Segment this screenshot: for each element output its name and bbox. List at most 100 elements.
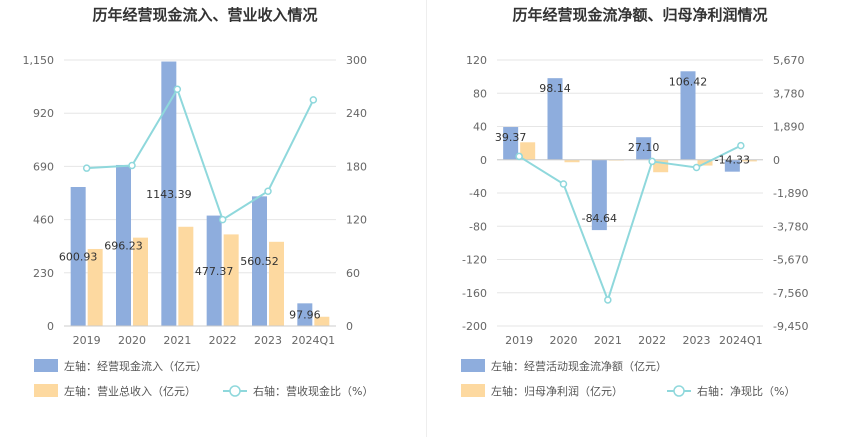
legend-swatch [461,359,485,372]
bar-primary [297,303,313,326]
ratio-point [648,157,656,166]
bar-data-label: 696.23 [104,239,143,252]
right-axis-tick-label: -5,670 [773,254,808,267]
bar-primary [70,187,86,326]
left-axis-tick-label: 0 [47,320,54,333]
x-axis-tick-label: 2019 [73,334,101,347]
right-axis-tick-label: 1,890 [773,121,805,134]
right-axis-tick-label: -7,560 [773,287,808,300]
bar-primary [724,159,740,172]
bar-data-label: 98.14 [539,82,571,95]
right-axis-tick-label: 120 [346,214,367,227]
x-axis-tick-label: 2024Q1 [719,334,763,347]
ratio-point [692,163,701,172]
left-axis-tick-label: 460 [33,214,54,227]
x-axis-tick-label: 2020 [550,334,578,347]
bar-secondary [269,241,284,326]
right-axis-tick-label: 0 [346,320,353,333]
right-axis-tick-label: -1,890 [773,187,808,200]
bar-data-label: 1143.39 [146,188,192,201]
right-axis-tick-label: 180 [346,160,367,173]
chart-title: 历年经营现金流入、营业收入情况 [92,6,317,24]
x-axis-tick-label: 2023 [254,334,282,347]
right-axis-tick-label: -3,780 [773,220,808,233]
left-axis-tick-label: -160 [462,287,487,300]
legend-line-marker [229,385,241,397]
left-axis-tick-label: -120 [462,254,487,267]
bar-primary [161,61,177,326]
bar-secondary [223,234,239,326]
legend-swatch [461,384,485,397]
bar-data-label: -14.33 [715,154,750,167]
ratio-point [604,296,612,304]
left-axis-tick-label: 230 [33,267,54,280]
net-cashflow-profit-chart: 历年经营现金流净额、归母净利润情况 -200 -160 -120 -80 -40 0 40 80… [461,6,808,398]
panel-divider [426,0,427,437]
left-axis-tick-label: 40 [473,121,487,134]
bar-data-label: -84.64 [582,212,617,225]
left-axis-tick-label: 1,150 [23,54,55,67]
right-axis-tick-label: 3,780 [773,87,805,100]
x-axis-tick-label: 2022 [209,334,237,347]
bar-data-label: 97.96 [289,309,321,322]
ratio-point [218,215,227,224]
legend-label: 右轴：净现比（%） [697,384,795,398]
bar-primary [680,71,696,160]
legend-label: 左轴：营业总收入（亿元） [64,384,196,398]
left-axis-tick-label: -80 [469,220,487,233]
left-axis-tick-label: 920 [33,107,54,120]
bar-secondary [133,237,148,326]
legend-swatch [34,384,58,397]
bar-data-label: 600.93 [59,251,98,264]
left-axis-tick-label: 80 [473,87,487,100]
legend-label: 左轴：经营活动现金流净额（亿元） [491,359,667,373]
ratio-point [559,180,568,188]
legend-swatch [34,359,58,372]
right-axis-tick-label: 300 [346,54,367,67]
left-axis-tick-label: -40 [469,187,487,200]
bar-secondary [564,159,580,163]
bar-primary [206,215,222,326]
ratio-point [309,96,318,104]
left-axis-tick-label: 120 [466,54,487,67]
chart-title: 历年经营现金流净额、归母净利润情况 [512,6,767,24]
ratio-point [737,141,745,150]
bar-secondary [741,159,757,162]
legend-label: 左轴：归母净利润（亿元） [491,384,623,398]
x-axis-tick-label: 2022 [638,334,666,347]
right-axis-tick-label: 240 [346,107,367,120]
bar-primary [591,159,607,231]
bar-secondary [314,316,330,326]
bar-data-label: 27.10 [628,141,660,154]
cash-inflow-revenue-chart: 历年经营现金流入、营业收入情况 0 230 460 690 920 1,150 0 60 120 1… [23,6,374,398]
ratio-point [128,161,136,170]
left-axis-tick-label: -200 [462,320,487,333]
bar-primary [636,137,652,160]
bar-data-label: 106.42 [669,75,708,88]
x-axis-tick-label: 2023 [683,334,711,347]
right-axis-tick-label: 0 [773,154,780,167]
ratio-point [264,187,272,195]
left-axis-tick-label: 690 [33,160,54,173]
x-axis-tick-label: 2021 [163,334,191,347]
bar-secondary [178,226,194,326]
bar-secondary [87,248,103,326]
right-axis-tick-label: -9,450 [773,320,808,333]
ratio-point [82,164,91,172]
left-axis-tick-label: 0 [480,154,487,167]
ratio-point [515,152,523,161]
bar-data-label: 477.37 [195,265,234,278]
bar-data-label: 560.52 [240,255,279,268]
bar-secondary [520,142,536,160]
bar-data-label: 39.37 [495,131,527,144]
x-axis-tick-label: 2024Q1 [292,334,336,347]
x-axis-tick-label: 2021 [594,334,622,347]
right-axis-tick-label: 5,670 [773,54,805,67]
bar-primary [503,127,519,160]
legend-label: 左轴：经营现金流入（亿元） [64,359,207,373]
x-axis-tick-label: 2020 [118,334,146,347]
legend-label: 右轴：营收现金比（%） [253,384,373,398]
right-axis-tick-label: 60 [346,267,360,280]
bar-primary [252,196,267,326]
